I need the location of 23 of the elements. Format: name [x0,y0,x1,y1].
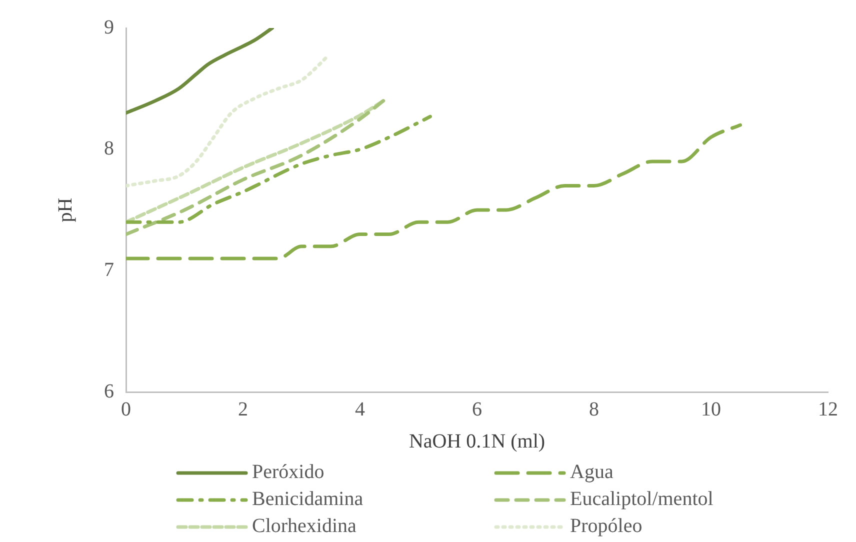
x-tick-label: 4 [355,398,365,420]
x-tick-label: 10 [701,398,721,420]
line-series [126,54,330,188]
legend-label: Propóleo [570,515,642,538]
legend-label: Peróxido [252,461,324,484]
y-axis-title: pH [54,198,76,222]
x-tick-label: 12 [818,398,838,420]
line-series [126,123,742,260]
x-axis-title: NaOH 0.1N (ml) [408,430,546,452]
legend-label: Benicidamina [252,488,364,511]
line-series [126,28,274,115]
line-series [126,114,432,224]
legend-label: Agua [570,461,614,484]
x-tick-label: 2 [238,398,248,420]
x-tick-label: 8 [589,398,599,420]
x-tick-label: 0 [121,398,131,420]
y-tick-label: 6 [104,380,114,402]
y-tick-label: 9 [104,16,114,38]
legend-label: Clorhexidina [252,515,356,538]
y-tick-label: 7 [104,258,114,281]
x-tick-label: 6 [472,398,482,420]
legend-label: Eucaliptol/mentol [570,488,714,511]
y-tick-label: 8 [104,138,114,160]
